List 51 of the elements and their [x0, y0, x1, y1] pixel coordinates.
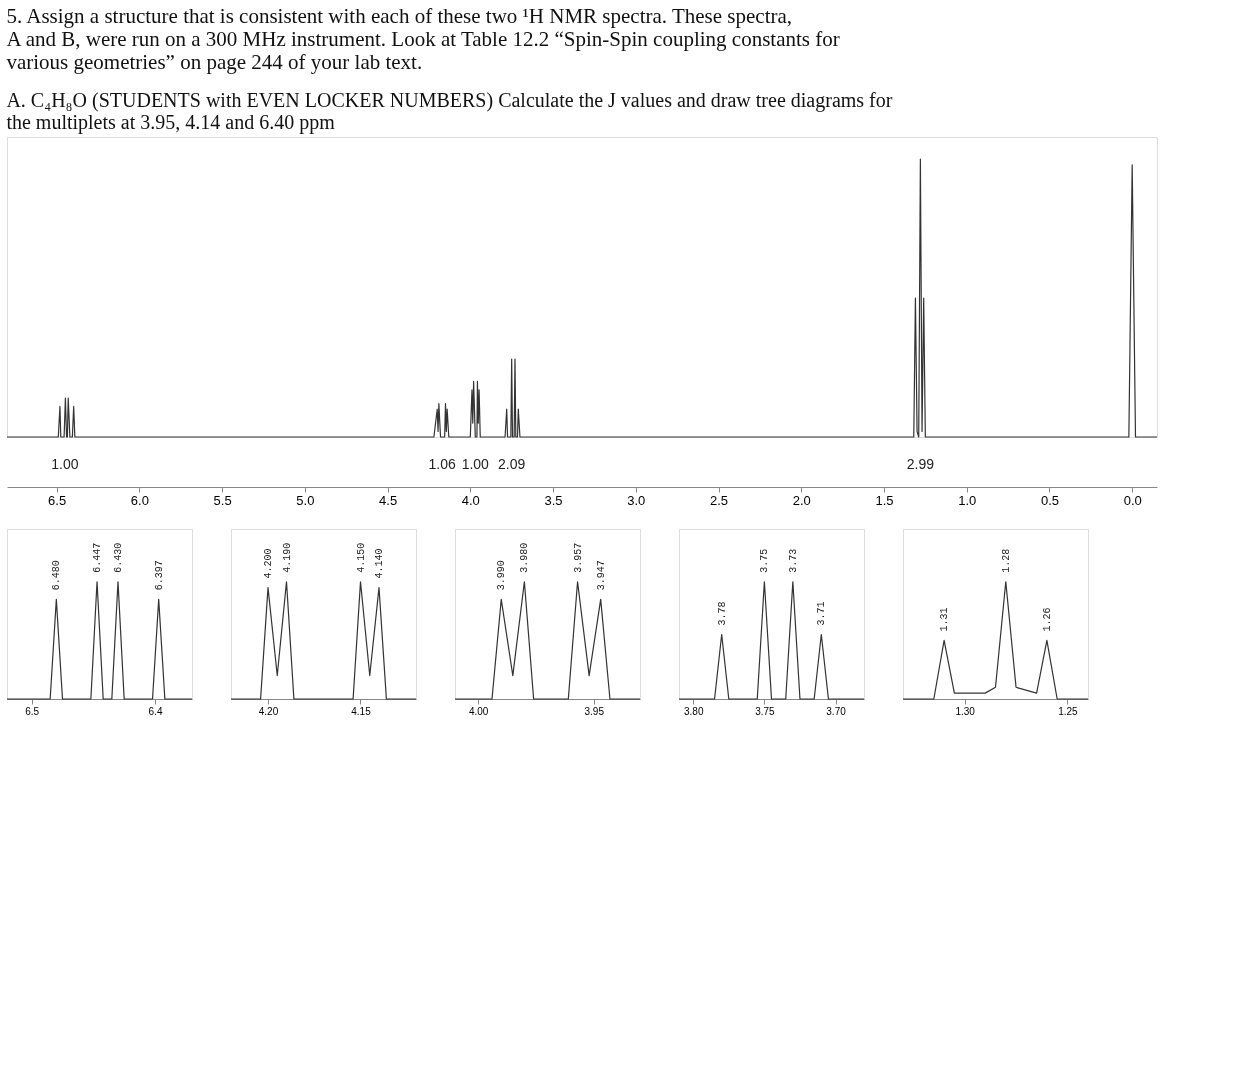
chart-title: 5. Assign a structure that is consistent with each of these two ¹H NMR spectra. These spectra, A and B, were run on a 300 MHz instrument. Look at Table 12.2 “Spin-Spin coupling constants for various geometries” on page 244 of your lab text.: [6, 4, 840, 74]
x-tick-label: 3.95: [584, 705, 605, 717]
annotation: 1.26: [1041, 607, 1053, 632]
annotation: 3.78: [716, 601, 728, 626]
x-tick-label: 6.5: [48, 492, 67, 508]
x-tick-label: 0.0: [1123, 492, 1142, 508]
x-tick-label: 1.25: [1058, 705, 1079, 717]
annotation: 2.09: [498, 456, 526, 472]
x-tick-label: 2.0: [792, 492, 811, 508]
x-tick-label: 2.5: [709, 492, 729, 508]
annotation: 1.28: [1000, 548, 1012, 573]
x-tick-label: 4.0: [461, 492, 480, 508]
x-tick-label: 3.0: [627, 492, 646, 508]
x-tick-label: 6.5: [25, 705, 40, 717]
annotation: 4.190: [281, 542, 293, 573]
annotation: 3.71: [816, 601, 828, 626]
annotation: 2.99: [906, 456, 935, 472]
x-tick-label: 3.5: [544, 492, 563, 508]
annotation: 6.480: [51, 560, 63, 591]
x-tick-label: 5.0: [296, 492, 315, 508]
x-tick-label: 6.4: [148, 705, 163, 717]
annotation: 1.00: [461, 456, 490, 472]
x-tick-label: 4.15: [351, 705, 372, 717]
annotation: 3.990: [496, 560, 508, 591]
x-tick-label: 0.5: [1040, 492, 1059, 508]
annotation: 6.447: [92, 542, 104, 573]
annotation: 3.980: [519, 542, 531, 573]
annotation: 6.430: [113, 542, 124, 573]
x-tick-label: 3.80: [684, 705, 704, 717]
x-tick-label: 3.75: [755, 705, 776, 717]
annotation: 3.947: [595, 560, 607, 591]
x-tick-label: 4.00: [468, 705, 489, 717]
annotation: 1.06: [428, 456, 457, 472]
annotation: 3.957: [572, 542, 584, 573]
x-tick-label: 4.20: [258, 705, 279, 717]
x-tick-label: 6.0: [130, 492, 149, 508]
annotation: 4.140: [374, 548, 385, 579]
chart-subtitle: A. C₄H₈O (STUDENTS with EVEN LOCKER NUMBERS) Calculate the J values and draw tree diagrams for the multiplets at 3.95, 4.14 and 6.40 ppm: [6, 89, 893, 134]
annotation: 3.75: [759, 548, 771, 573]
annotation: 4.150: [355, 542, 367, 573]
x-tick-label: 5.5: [213, 492, 232, 508]
x-tick-label: 1.0: [958, 492, 977, 508]
annotation: 4.200: [263, 548, 274, 579]
annotation: 6.397: [153, 560, 165, 591]
x-tick-label: 3.70: [826, 705, 847, 717]
x-tick-label: 4.5: [379, 492, 398, 508]
annotation: 1.31: [939, 607, 951, 632]
annotation: 1.00: [51, 456, 79, 472]
x-tick-label: 1.5: [875, 492, 894, 508]
annotation: 3.73: [787, 548, 799, 573]
x-tick-label: 1.30: [955, 705, 976, 717]
